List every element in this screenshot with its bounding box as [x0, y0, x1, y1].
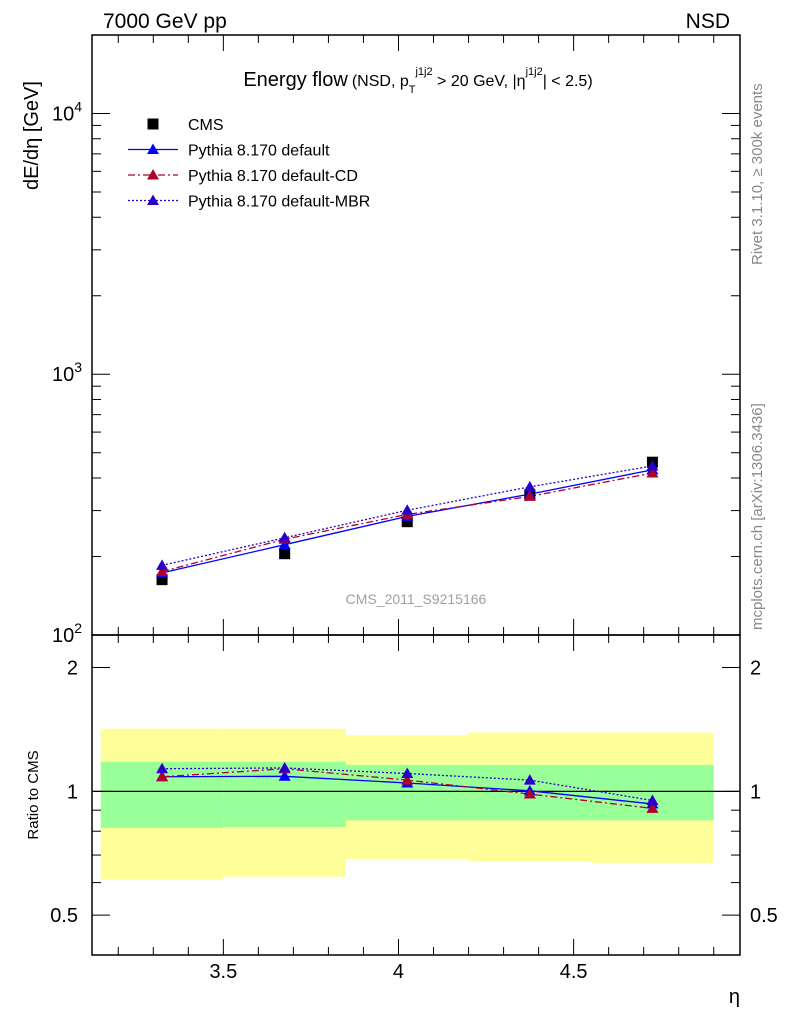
ratio-panel: 0.5 0.5 1 1 2 2 3.5 4 4.5 Ratio to CMS η — [25, 634, 778, 1008]
ratio-point-pythia-8-170-default-mbr — [523, 774, 536, 785]
analysis-id-label: CMS_2011_S9215166 — [346, 591, 487, 607]
ratio-point-pythia-8-170-default-mbr — [156, 762, 169, 774]
ratio-point-pythia-8-170-default-mbr — [646, 794, 659, 806]
ratio-y-tick-label-right: 1 — [750, 781, 761, 803]
chart-title-close: | < 2.5) — [543, 73, 593, 90]
ratio-plot-frame — [91, 634, 741, 956]
ratio-data-marks — [156, 761, 659, 813]
data-point-pythia-8-170-default-mbr — [278, 531, 291, 543]
ratio-point-pythia-8-170-default-cd — [156, 770, 169, 782]
ratio-point-pythia-8-170-default-mbr — [401, 767, 414, 779]
ratio-y-tick-label-right: 2 — [750, 658, 761, 680]
data-point-pythia-8-170-default-cd — [156, 565, 169, 577]
x-tick-label: 4 — [393, 961, 404, 983]
beam-label: 7000 GeV pp — [103, 10, 227, 33]
process-label: NSD — [686, 10, 730, 33]
legend-marker-pythia-8-170-default-cd — [147, 169, 159, 180]
mcplots-label: mcplots.cern.ch [arXiv:1306.3436] — [749, 403, 766, 630]
chart-title-main: Energy flow — [243, 69, 348, 91]
data-point-pythia-8-170-default-mbr — [646, 459, 659, 471]
y-tick-label: 104 — [52, 98, 82, 125]
y-tick-label: 103 — [52, 359, 82, 386]
legend-label-pythia-8-170-default-cd: Pythia 8.170 default-CD — [188, 168, 358, 185]
legend-label-pythia-8-170-default: Pythia 8.170 default — [188, 143, 330, 160]
chart-title: Energy flow (NSD, pTj1j2 > 20 GeV, |ηj1j2… — [243, 66, 592, 96]
main-axis-ticks: 102 103 104 — [52, 34, 740, 647]
data-point-cms — [401, 516, 413, 528]
legend: CMS Pythia 8.170 default Pythia 8.170 defa… — [128, 117, 370, 211]
data-point-pythia-8-170-default-mbr — [401, 504, 414, 515]
series-line-pythia-8-170-default-mbr — [161, 465, 653, 566]
x-tick-label: 4.5 — [560, 961, 588, 983]
ratio-uncertainty-bands — [92, 728, 740, 880]
y-tick-label: 102 — [52, 620, 82, 647]
ratio-y-tick-label: 2 — [67, 658, 78, 680]
data-point-pythia-8-170-default-cd — [646, 467, 659, 478]
x-tick-label: 3.5 — [209, 961, 237, 983]
ratio-point-pythia-8-170-default — [278, 770, 291, 781]
ratio-y-tick-label-right: 0.5 — [750, 905, 778, 927]
data-point-pythia-8-170-default-cd — [523, 490, 536, 501]
x-axis-label: η — [729, 986, 740, 1008]
main-data-marks — [156, 456, 659, 586]
ratio-point-pythia-8-170-default-cd — [523, 788, 536, 799]
data-point-pythia-8-170-default — [278, 538, 291, 550]
rivet-version-label: Rivet 3.1.10, ≥ 300k events — [749, 83, 766, 265]
data-point-cms — [279, 548, 291, 560]
ratio-point-pythia-8-170-default-cd — [646, 802, 659, 813]
chart-title-open: (NSD, p — [352, 73, 409, 90]
legend-marker-pythia-8-170-default-mbr — [147, 194, 159, 205]
svg-text:Energy flow(NSD, pTj1j2 > 20 G: Energy flow (NSD, pTj1j2 > 20 GeV, |ηj1j2… — [243, 66, 592, 96]
chart-title-sub: T — [409, 84, 416, 96]
chart-title-sup: j1j2 — [414, 66, 432, 78]
ratio-y-tick-label: 1 — [67, 781, 78, 803]
legend-marker-pythia-8-170-default — [147, 143, 159, 154]
data-point-cms — [156, 574, 168, 586]
ratio-point-pythia-8-170-default-cd — [401, 774, 414, 785]
ratio-y-axis-label: Ratio to CMS — [25, 750, 42, 839]
legend-label-cms: CMS — [188, 117, 224, 134]
ratio-point-pythia-8-170-default-mbr — [278, 761, 291, 773]
data-point-pythia-8-170-default-mbr — [156, 559, 169, 570]
chart-title-mid: > 20 GeV, |η — [433, 73, 526, 90]
ratio-y-tick-label: 0.5 — [50, 905, 78, 927]
data-point-pythia-8-170-default-mbr — [523, 480, 536, 492]
chart-title-sup2: j1j2 — [525, 66, 543, 78]
main-panel: 102 103 104 CMS_2011_S9215166 Energy flow(… — [21, 34, 741, 647]
main-y-axis-label: dE/dη [GeV] — [21, 81, 43, 190]
legend-label-pythia-8-170-default-mbr: Pythia 8.170 default-MBR — [188, 194, 370, 211]
legend-marker-cms — [147, 118, 159, 130]
ratio-axis-ticks: 0.5 0.5 1 1 2 2 3.5 4 4.5 — [50, 635, 778, 983]
